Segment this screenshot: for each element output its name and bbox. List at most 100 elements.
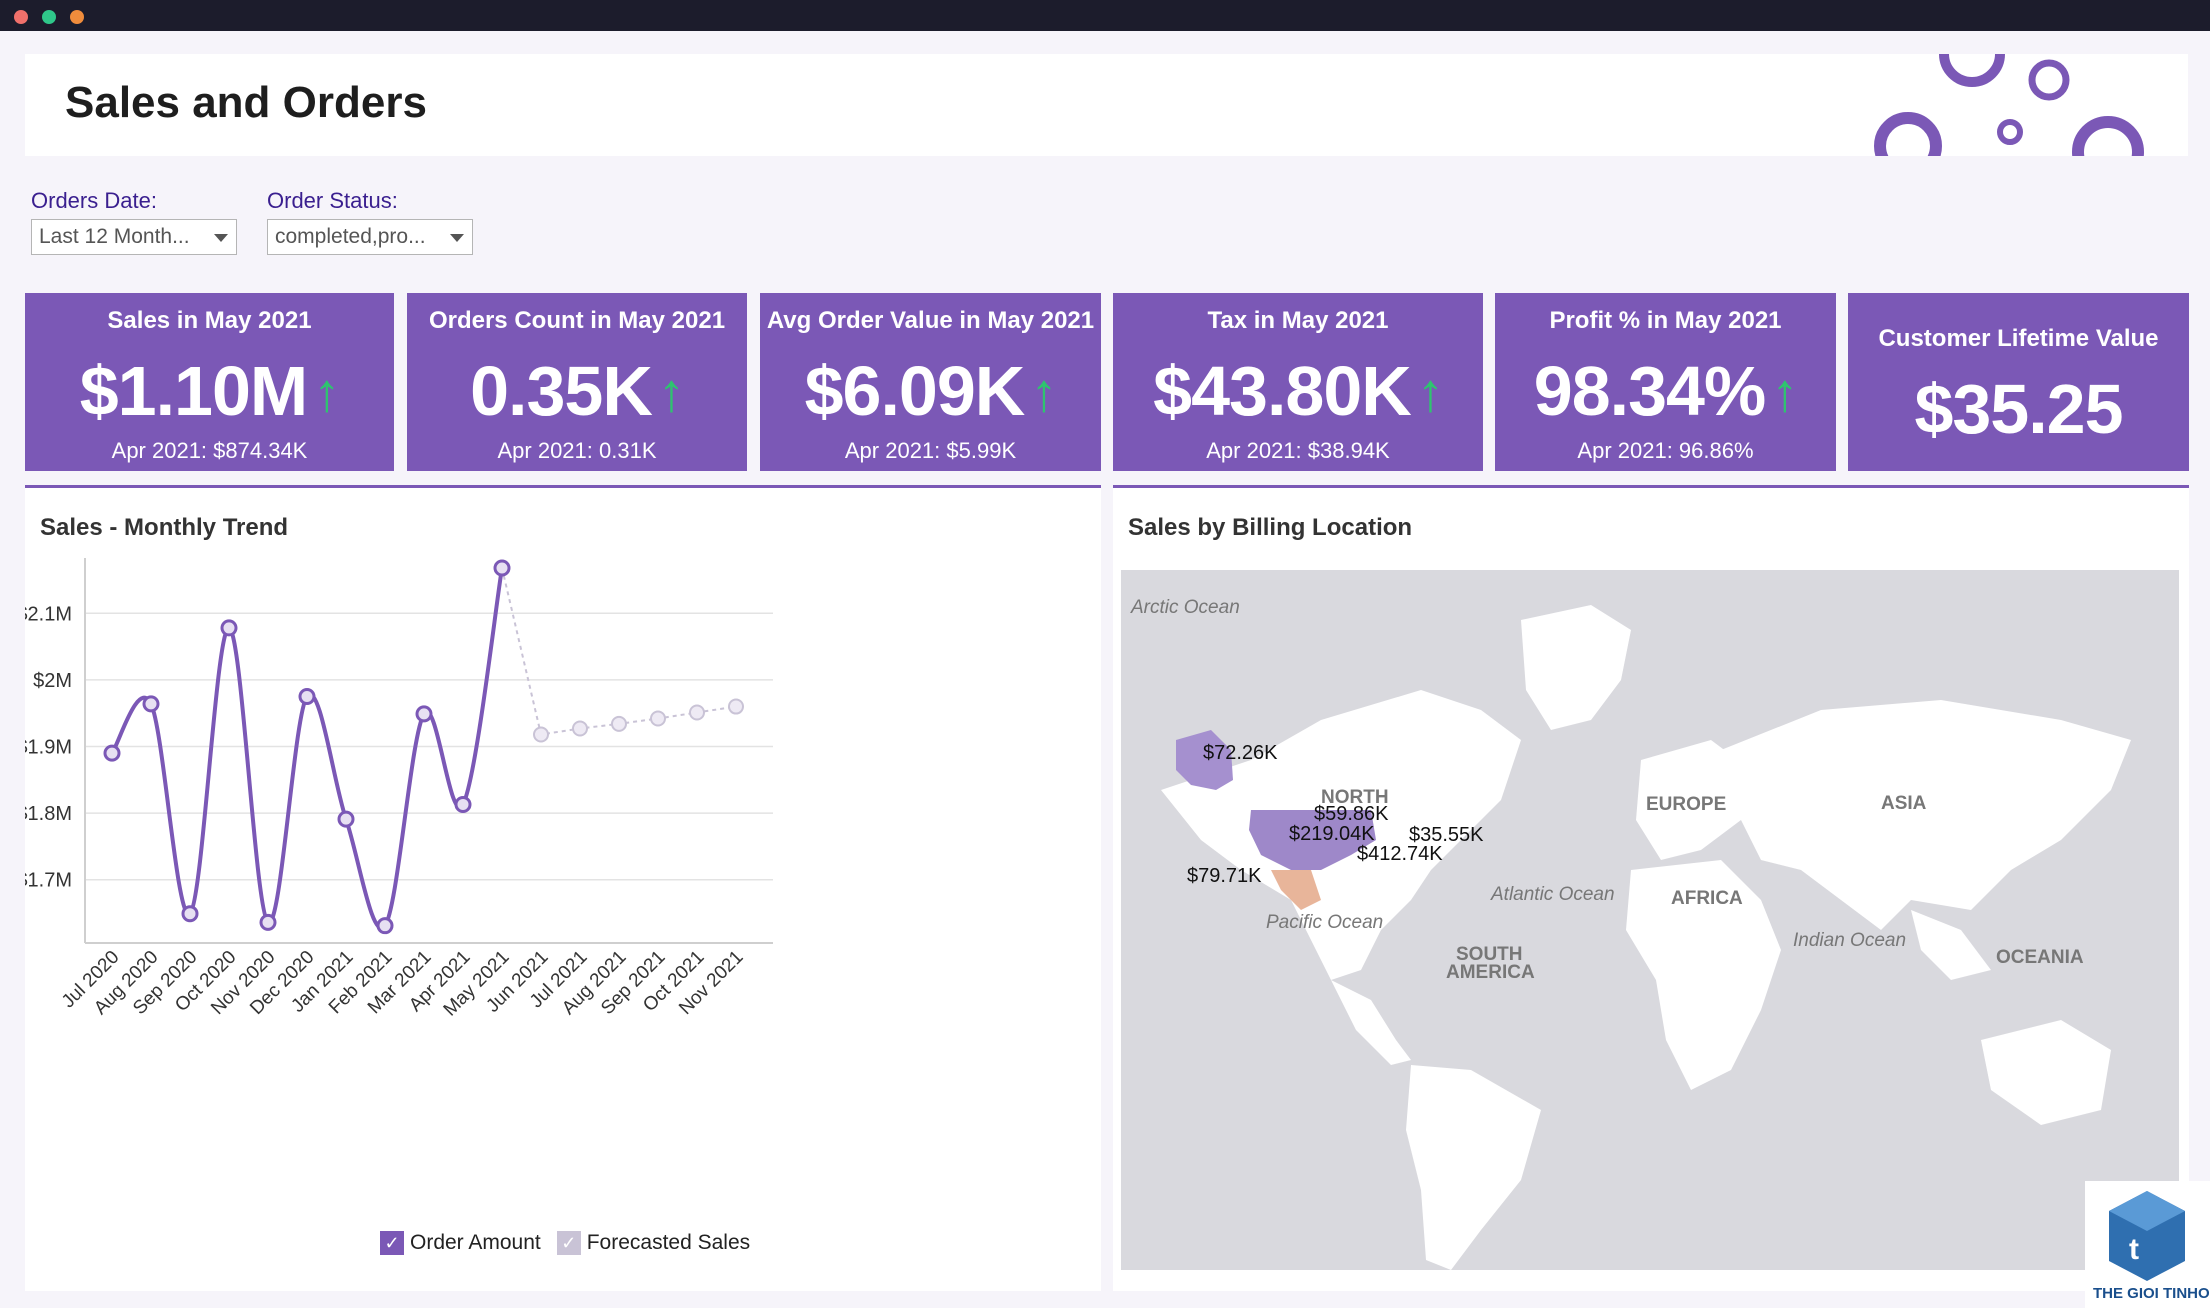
- page-title: Sales and Orders: [65, 78, 427, 127]
- map-value-label: $412.74K: [1357, 843, 1443, 865]
- window-title-bar: [0, 0, 2210, 31]
- order-status-select[interactable]: completed,pro...: [267, 219, 473, 255]
- kpi-card-sales[interactable]: Sales in May 2021 $1.10M ↑ Apr 2021: $874…: [25, 293, 394, 471]
- chevron-down-icon: [214, 234, 228, 242]
- world-map[interactable]: Arctic Ocean NORTH EUROPE ASIA AFRICA At…: [1121, 570, 2179, 1270]
- order-amount-data-point: [493, 559, 511, 577]
- kpi-previous: Apr 2021: 0.31K: [497, 438, 657, 463]
- kpi-card-customer-lifetime-value[interactable]: Customer Lifetime Value $35.25: [1848, 293, 2189, 471]
- trend-up-arrow-icon: ↑: [1030, 363, 1057, 423]
- europe-shape: [1636, 740, 1751, 860]
- region-label-arctic-ocean: Arctic Ocean: [1130, 597, 1240, 618]
- world-map-svg: Arctic Ocean NORTH EUROPE ASIA AFRICA At…: [1130, 597, 2131, 1270]
- region-label-europe: EUROPE: [1646, 794, 1726, 815]
- kpi-title: Customer Lifetime Value: [1878, 325, 2159, 352]
- region-label-atlantic-ocean: Atlantic Ocean: [1490, 884, 1615, 905]
- forecast-data-point: [533, 726, 549, 743]
- central-america-shape: [1331, 980, 1411, 1065]
- kpi-value: 0.35K: [470, 352, 653, 430]
- chevron-down-icon: [450, 234, 464, 242]
- y-tick-label: $2.1M: [25, 603, 72, 625]
- region-label-asia: ASIA: [1881, 793, 1927, 814]
- trend-up-arrow-icon: ↑: [1416, 363, 1444, 423]
- order-amount-data-point: [337, 810, 355, 828]
- svg-text:t: t: [2129, 1233, 2139, 1266]
- close-window-icon[interactable]: [14, 10, 28, 24]
- map-value-label: $219.04K: [1289, 823, 1375, 845]
- order-amount-data-point: [220, 619, 238, 637]
- sales-monthly-trend-panel: Sales - Monthly Trend $2.1M $2M $1.9M $1.8M…: [25, 485, 1101, 1291]
- southeast-asia-shape: [1911, 910, 1991, 980]
- usa-region[interactable]: [1249, 810, 1376, 870]
- y-tick-label: $1.9M: [25, 737, 72, 759]
- map-value-label: $59.86K: [1314, 803, 1389, 825]
- kpi-value-wrap: $1.10M ↑: [25, 351, 394, 431]
- kpi-title: Profit % in May 2021: [1549, 307, 1782, 334]
- forecast-data-point: [572, 720, 588, 737]
- panel-title: Sales - Monthly Trend: [40, 514, 289, 541]
- alaska-region[interactable]: [1176, 730, 1233, 790]
- minimize-window-icon[interactable]: [70, 10, 84, 24]
- kpi-title: Orders Count in May 2021: [428, 307, 726, 334]
- continents: [1161, 605, 2131, 1270]
- legend-order-amount-checkbox[interactable]: ✓: [380, 1231, 404, 1255]
- forecast-data-point: [650, 710, 666, 727]
- africa-shape: [1626, 860, 1781, 1090]
- orders-date-label: Orders Date:: [31, 188, 157, 213]
- order-status-value: completed,pro...: [275, 225, 426, 248]
- asia-shape: [1721, 700, 2131, 930]
- order-amount-data-point: [259, 913, 277, 931]
- kpi-value-wrap: $43.80K ↑: [1113, 351, 1483, 431]
- forecast-data-point: [689, 704, 705, 721]
- y-tick-label: $1.7M: [25, 870, 72, 892]
- greenland-shape: [1521, 605, 1631, 730]
- trend-up-arrow-icon: ↑: [657, 363, 685, 423]
- kpi-card-tax[interactable]: Tax in May 2021 $43.80K ↑ Apr 2021: $38.9…: [1113, 293, 1483, 471]
- dashboard-header: Sales and Orders: [25, 54, 2188, 156]
- kpi-previous: Apr 2021: 96.86%: [1577, 438, 1754, 463]
- order-amount-data-point: [415, 705, 433, 723]
- value-labels: $72.26K $59.86K $219.04K $35.55K $412.74…: [1187, 742, 1484, 887]
- kpi-value: $43.80K: [1153, 352, 1412, 430]
- kpi-title: Tax in May 2021: [1207, 307, 1389, 334]
- kpi-value: $6.09K: [804, 352, 1026, 430]
- order-amount-data-point: [103, 744, 121, 762]
- forecast-data-point: [611, 715, 627, 732]
- order-amount-data-point: [142, 695, 160, 713]
- chart-legend: ✓ Order Amount ✓ Forecasted Sales: [380, 1231, 750, 1255]
- svg-text:THE GIOI TINHOC: THE GIOI TINHOC: [2093, 1285, 2210, 1302]
- kpi-value: $35.25: [1914, 370, 2123, 448]
- kpi-value: 98.34%: [1533, 352, 1766, 430]
- kpi-previous: Apr 2021: $874.34K: [111, 438, 308, 463]
- legend-forecasted-sales-checkbox[interactable]: ✓: [556, 1231, 581, 1255]
- kpi-value-wrap: $6.09K ↑: [760, 351, 1101, 431]
- order-amount-data-point: [376, 917, 394, 935]
- oceania-shape: [1981, 1020, 2111, 1125]
- trend-up-arrow-icon: ↑: [1771, 363, 1798, 423]
- trend-up-arrow-icon: ↑: [313, 363, 340, 423]
- kpi-previous: Apr 2021: $5.99K: [844, 438, 1017, 463]
- sales-by-billing-location-panel: Sales by Billing Location Arctic Ocean N…: [1113, 485, 2189, 1291]
- kpi-value-wrap: 98.34% ↑: [1495, 351, 1836, 431]
- mexico-region[interactable]: [1271, 870, 1321, 910]
- kpi-card-orders-count[interactable]: Orders Count in May 2021 0.35K ↑ Apr 2021…: [407, 293, 747, 471]
- kpi-title: Sales in May 2021: [107, 307, 312, 334]
- forecast-data-point: [728, 698, 744, 715]
- kpi-card-avg-order-value[interactable]: Avg Order Value in May 2021 $6.09K ↑ Apr …: [760, 293, 1101, 471]
- kpi-title: Avg Order Value in May 2021: [766, 307, 1095, 334]
- legend-forecasted-sales-label: Forecasted Sales: [586, 1231, 751, 1254]
- region-label-north: NORTH: [1321, 787, 1389, 808]
- cube-logo-icon: t THE GIOI TINHOC: [2093, 1191, 2210, 1302]
- maximize-window-icon[interactable]: [42, 10, 56, 24]
- order-amount-series-line: [110, 567, 504, 930]
- orders-date-select[interactable]: Last 12 Month...: [31, 219, 237, 255]
- decorative-circles-icon: [1874, 54, 2144, 156]
- region-label-south: SOUTH: [1456, 944, 1523, 965]
- order-amount-data-point: [181, 905, 199, 923]
- region-label-pacific-ocean: Pacific Ocean: [1266, 912, 1383, 933]
- kpi-card-profit[interactable]: Profit % in May 2021 98.34% ↑ Apr 2021: 9…: [1495, 293, 1836, 471]
- kpi-value: $1.10M: [79, 352, 308, 430]
- map-value-label: $72.26K: [1203, 742, 1278, 764]
- kpi-previous: Apr 2021: $38.94K: [1206, 438, 1390, 463]
